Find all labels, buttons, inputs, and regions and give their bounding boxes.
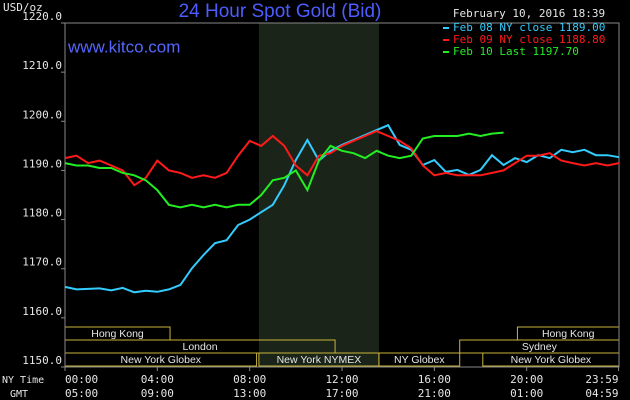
series-line [64, 130, 620, 187]
series-line [64, 131, 504, 209]
session-label: Hong Kong [542, 328, 595, 340]
legend-label: Feb 10 Last 1197.70 [453, 45, 579, 58]
shaded-region [258, 23, 379, 367]
x-tick-label: 23:59 [585, 373, 618, 386]
session-bar [378, 352, 461, 367]
x-tick-label: 00:00 [65, 373, 98, 386]
chart-title: 24 Hour Spot Gold (Bid) [179, 1, 382, 22]
session-label: NY Globex [394, 354, 445, 366]
session-label: New York NYMEX [277, 354, 362, 366]
x-tick-label: 16:00 [418, 373, 451, 386]
y-tick-label: 1150.0 [22, 354, 62, 367]
x2-tick-label: 01:00 [510, 387, 543, 400]
session-label: Hong Kong [91, 328, 144, 340]
y-tick-label: 1190.0 [22, 157, 62, 170]
y-tick-label: 1220.0 [22, 10, 62, 23]
watermark: www.kitco.com [67, 37, 180, 56]
y-tick-label: 1170.0 [22, 256, 62, 269]
x-tick-label: 08:00 [233, 373, 266, 386]
y-tick-label: 1160.0 [22, 305, 62, 318]
x2-tick-label: 17:00 [325, 387, 358, 400]
x-tick-label: 20:00 [510, 373, 543, 386]
x2-tick-label: 04:59 [585, 387, 618, 400]
x2-tick-label: 21:00 [418, 387, 451, 400]
x-axis-label: NY Time [2, 375, 44, 386]
x2-tick-label: 09:00 [141, 387, 174, 400]
session-label: Sydney [522, 341, 558, 353]
y-tick-label: 1210.0 [22, 59, 62, 72]
y-tick-label: 1180.0 [22, 207, 62, 220]
legend-label: Feb 09 NY close 1188.80 [453, 33, 605, 46]
y-tick-label: 1200.0 [22, 108, 62, 121]
x-tick-label: 04:00 [141, 373, 174, 386]
legend-label: Feb 08 NY close 1189.00 [453, 21, 605, 34]
session-label: London [183, 341, 218, 353]
x-tick-label: 12:00 [325, 373, 358, 386]
chart-subtitle: February 10, 2016 18:39 [453, 7, 605, 20]
x2-axis-label: GMT [10, 389, 28, 400]
session-label: New York Globex [121, 354, 202, 366]
x2-tick-label: 13:00 [233, 387, 266, 400]
x2-tick-label: 05:00 [65, 387, 98, 400]
y-axis-label: USD/oz [3, 1, 43, 14]
session-label: New York Globex [511, 354, 592, 366]
